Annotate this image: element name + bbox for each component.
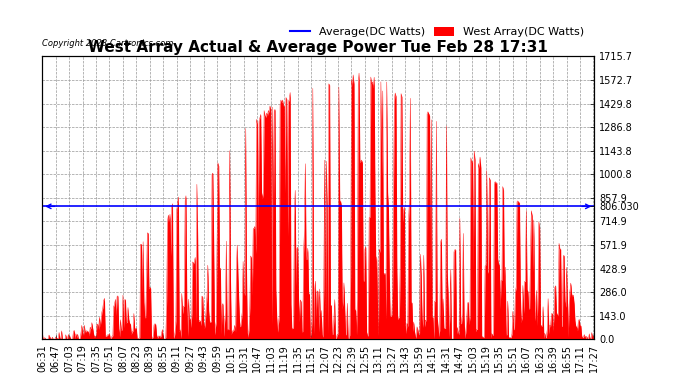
Title: West Array Actual & Average Power Tue Feb 28 17:31: West Array Actual & Average Power Tue Fe… [88,40,549,55]
Legend: Average(DC Watts), West Array(DC Watts): Average(DC Watts), West Array(DC Watts) [286,22,589,42]
Text: Copyright 2023 Cartronics.com: Copyright 2023 Cartronics.com [42,39,174,48]
